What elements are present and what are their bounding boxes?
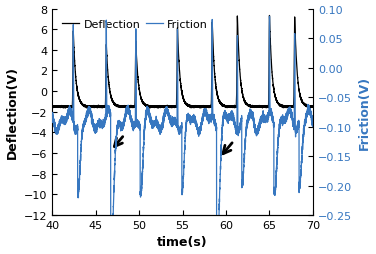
Friction — [311, 122, 315, 125]
Deflection — [50, 105, 55, 108]
Deflection — [311, 106, 315, 109]
Friction — [267, 16, 272, 19]
Legend: Deflection, Friction: Deflection, Friction — [58, 15, 212, 34]
Y-axis label: Friction(V): Friction(V) — [358, 75, 370, 149]
Deflection — [156, 107, 160, 110]
Deflection — [65, 106, 70, 109]
Deflection — [256, 106, 260, 109]
Deflection — [267, 15, 272, 18]
Y-axis label: Deflection(V): Deflection(V) — [6, 66, 18, 159]
Friction — [306, 109, 311, 112]
Line: Friction: Friction — [53, 17, 313, 251]
Friction — [209, 119, 214, 122]
Deflection — [120, 106, 124, 109]
Deflection — [213, 83, 218, 86]
Deflection — [306, 106, 311, 109]
Friction — [256, 129, 260, 132]
X-axis label: time(s): time(s) — [158, 235, 208, 248]
Friction — [50, 115, 55, 118]
Friction — [215, 249, 220, 252]
Friction — [65, 115, 70, 118]
Line: Deflection: Deflection — [53, 17, 313, 109]
Friction — [213, 124, 218, 128]
Friction — [120, 128, 124, 131]
Deflection — [209, 65, 214, 68]
